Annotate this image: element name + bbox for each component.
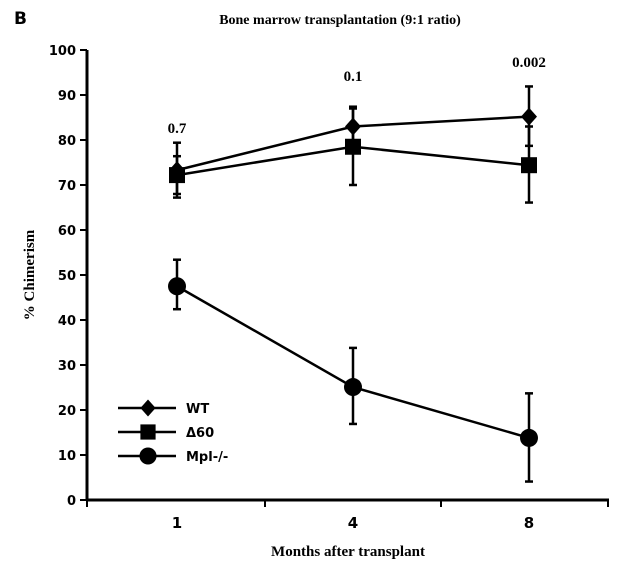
x-tick-label: 8 [524, 514, 534, 532]
legend-item: Mpl-/- [118, 447, 228, 465]
diamond-marker [521, 107, 537, 126]
p-value-annotation: 0.7 [168, 121, 187, 137]
y-tick-label: 60 [58, 224, 76, 239]
y-tick-label: 80 [58, 134, 76, 149]
y-tick-label: 40 [58, 314, 76, 329]
y-axis-label: % Chimerism [22, 229, 38, 320]
square-marker [140, 424, 156, 440]
circle-marker [520, 428, 538, 447]
legend-label: WT [186, 402, 209, 417]
x-tick-label: 4 [348, 514, 358, 532]
panel-label: B [14, 9, 27, 29]
legend-item: Δ60 [118, 424, 214, 441]
circle-marker [168, 277, 186, 296]
y-tick-label: 100 [49, 44, 76, 59]
circle-marker [344, 378, 362, 397]
p-value-annotation: 0.1 [344, 69, 363, 85]
circle-marker [139, 447, 157, 465]
legend-label: Mpl-/- [186, 450, 228, 465]
p-value-annotation: 0.002 [512, 55, 546, 71]
y-tick-label: 90 [58, 89, 76, 104]
square-marker [521, 157, 537, 174]
legend-label: Δ60 [186, 426, 214, 441]
y-tick-label: 20 [58, 404, 76, 419]
x-tick-label: 1 [172, 514, 182, 532]
y-tick-label: 70 [58, 179, 76, 194]
diamond-marker [140, 399, 156, 417]
y-tick-label: 50 [58, 269, 76, 284]
series-Mpl-/- [168, 258, 538, 483]
x-axis-label: Months after transplant [271, 544, 425, 560]
square-marker [169, 167, 185, 184]
y-tick-label: 30 [58, 359, 76, 374]
legend-item: WT [118, 399, 209, 417]
chart-title: Bone marrow transplantation (9:1 ratio) [219, 13, 461, 28]
square-marker [345, 138, 361, 155]
series-Δ60 [169, 107, 537, 204]
y-tick-label: 0 [67, 494, 76, 509]
y-tick-label: 10 [58, 449, 76, 464]
